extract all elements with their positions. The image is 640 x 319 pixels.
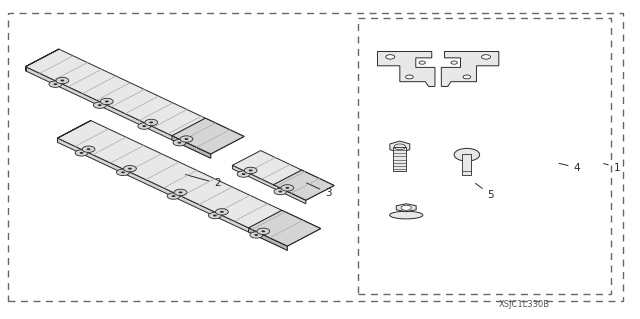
Polygon shape xyxy=(26,49,59,67)
Circle shape xyxy=(463,75,470,79)
Circle shape xyxy=(237,171,250,177)
Polygon shape xyxy=(390,141,410,152)
Circle shape xyxy=(49,81,61,87)
Circle shape xyxy=(184,138,188,140)
Bar xyxy=(358,18,611,294)
Circle shape xyxy=(138,123,150,129)
Circle shape xyxy=(261,230,265,232)
Circle shape xyxy=(145,119,157,126)
Text: 2: 2 xyxy=(186,174,221,189)
Bar xyxy=(463,154,471,175)
Circle shape xyxy=(274,189,287,195)
Polygon shape xyxy=(396,204,416,212)
Circle shape xyxy=(172,195,175,197)
Circle shape xyxy=(98,104,102,106)
Circle shape xyxy=(454,148,479,161)
Polygon shape xyxy=(232,151,334,200)
Circle shape xyxy=(177,142,181,144)
Circle shape xyxy=(386,55,395,59)
Circle shape xyxy=(116,169,129,175)
Polygon shape xyxy=(172,118,244,154)
Circle shape xyxy=(242,173,246,175)
Circle shape xyxy=(419,61,426,64)
Polygon shape xyxy=(248,210,321,246)
Circle shape xyxy=(105,100,109,102)
Polygon shape xyxy=(442,51,499,86)
Circle shape xyxy=(257,228,269,234)
Text: 5: 5 xyxy=(476,183,494,200)
Circle shape xyxy=(142,125,146,127)
Circle shape xyxy=(406,75,413,79)
Circle shape xyxy=(281,185,294,191)
Circle shape xyxy=(56,77,68,84)
Circle shape xyxy=(481,55,490,59)
Text: 1: 1 xyxy=(604,163,620,173)
Circle shape xyxy=(149,122,153,123)
Polygon shape xyxy=(273,170,334,200)
Circle shape xyxy=(100,98,113,105)
Circle shape xyxy=(451,61,458,64)
Text: XSJC1L330B: XSJC1L330B xyxy=(499,300,550,309)
Polygon shape xyxy=(172,136,211,158)
Circle shape xyxy=(167,193,180,199)
Circle shape xyxy=(124,166,136,172)
Circle shape xyxy=(86,148,90,150)
Circle shape xyxy=(173,139,186,146)
Circle shape xyxy=(93,102,106,108)
Polygon shape xyxy=(232,165,306,204)
Circle shape xyxy=(53,83,57,85)
Circle shape xyxy=(75,150,88,156)
Polygon shape xyxy=(58,121,321,246)
Circle shape xyxy=(220,211,224,213)
Polygon shape xyxy=(26,49,244,154)
Polygon shape xyxy=(248,228,287,250)
Circle shape xyxy=(250,232,262,238)
Text: 4: 4 xyxy=(559,163,580,173)
Polygon shape xyxy=(58,121,91,138)
Circle shape xyxy=(216,209,228,215)
Circle shape xyxy=(254,234,258,236)
Circle shape xyxy=(249,169,253,171)
Polygon shape xyxy=(26,67,211,158)
Circle shape xyxy=(121,171,125,173)
Circle shape xyxy=(278,190,282,192)
Circle shape xyxy=(244,167,257,174)
Circle shape xyxy=(401,205,412,210)
Text: 3: 3 xyxy=(307,183,332,198)
Polygon shape xyxy=(378,51,435,86)
Ellipse shape xyxy=(390,211,423,219)
Circle shape xyxy=(128,168,132,170)
Circle shape xyxy=(60,79,64,81)
Circle shape xyxy=(213,215,217,217)
Circle shape xyxy=(285,187,289,189)
Circle shape xyxy=(174,189,187,196)
Circle shape xyxy=(79,152,83,154)
Circle shape xyxy=(82,146,95,152)
Polygon shape xyxy=(58,138,287,250)
Circle shape xyxy=(179,191,182,193)
Circle shape xyxy=(180,136,193,142)
Circle shape xyxy=(209,212,221,219)
Bar xyxy=(394,147,406,171)
